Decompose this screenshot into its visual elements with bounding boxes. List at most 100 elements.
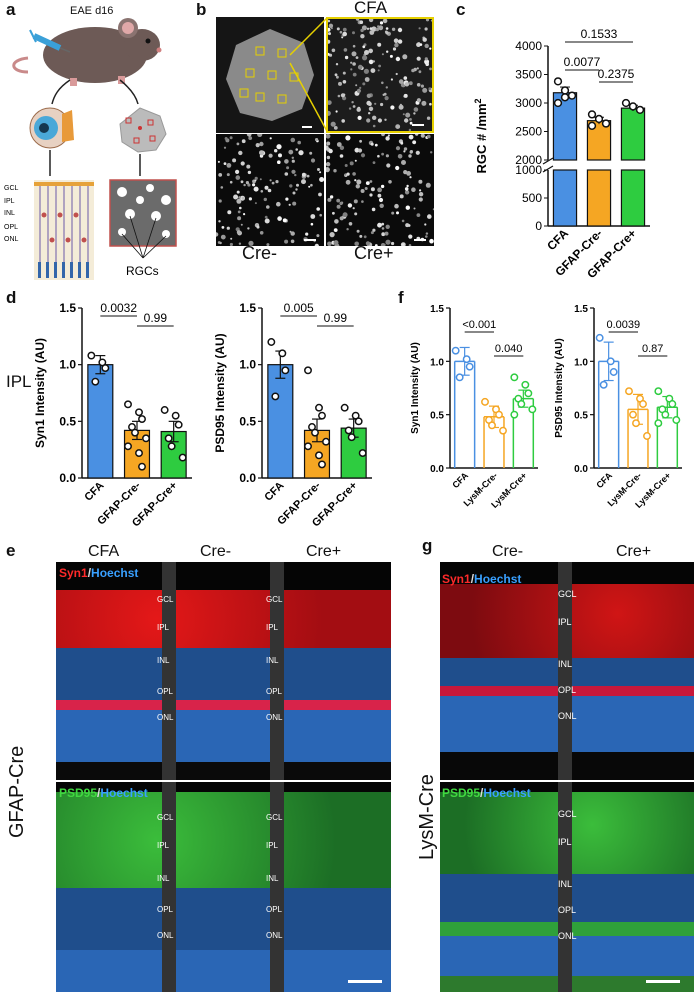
cell-speck (385, 136, 390, 141)
data-point (304, 442, 312, 451)
e-col-cre-minus: Cre- (200, 543, 232, 560)
cell-speck (395, 165, 400, 171)
cell-speck (308, 185, 311, 188)
panel-label-d: d (6, 288, 17, 307)
bar (267, 364, 294, 479)
cell-speck (236, 198, 242, 204)
cell-speck (411, 68, 415, 73)
data-point (567, 91, 577, 100)
cell-speck (425, 182, 431, 188)
cell-speck (377, 222, 382, 228)
cell-speck (406, 184, 409, 188)
cell-speck (257, 134, 263, 137)
cell-speck (294, 173, 297, 177)
cell-speck (359, 139, 362, 143)
p-value-label: 0.2375 (598, 67, 635, 81)
data-point (174, 420, 183, 429)
p-value-label: 0.0039 (607, 319, 641, 331)
data-point (661, 410, 670, 419)
cell-speck (246, 164, 251, 169)
cell-speck (356, 229, 360, 233)
y-tick-label: 2500 (515, 125, 542, 139)
cell-speck (399, 103, 402, 106)
cell-speck (377, 25, 380, 28)
cell-speck (391, 241, 395, 246)
cell-speck (292, 201, 297, 206)
cell-speck (342, 71, 346, 75)
cell-speck (425, 19, 430, 22)
cell-speck (232, 158, 237, 163)
cell-speck (403, 95, 406, 98)
cell-speck (369, 27, 373, 30)
cell-speck (241, 139, 246, 144)
data-point (632, 419, 640, 428)
cell-speck (221, 226, 225, 229)
y-tick-label: 1.0 (239, 358, 256, 372)
layer-label-opl: OPL (4, 224, 18, 231)
cell-speck (396, 211, 399, 215)
cell-speck (338, 81, 342, 86)
cell-speck (333, 126, 338, 130)
retina-flatmount-illustration (119, 107, 167, 153)
y-tick-label: 0.5 (574, 411, 588, 422)
cell-speck (385, 86, 388, 89)
panel-label-b: b (196, 0, 207, 19)
cell-speck (290, 239, 295, 244)
data-point (142, 434, 150, 443)
cell-speck (391, 27, 396, 31)
cell-speck (372, 228, 376, 232)
cell-speck (374, 143, 378, 147)
cell-speck (403, 147, 408, 151)
panel-label-g: g (422, 536, 433, 555)
data-point (599, 380, 608, 389)
cell-speck (237, 216, 242, 221)
cell-speck (327, 197, 332, 202)
cell-speck (333, 228, 338, 232)
cell-speck (264, 185, 269, 190)
cell-speck (397, 154, 403, 159)
cell-speck (368, 59, 374, 65)
cell-speck (352, 31, 355, 35)
data-point (639, 400, 647, 408)
cell-speck (381, 81, 384, 85)
cell-speck (400, 141, 404, 145)
cell-speck (416, 213, 421, 217)
cell-speck (370, 68, 376, 73)
cell-speck (408, 134, 414, 140)
cell-speck (333, 169, 337, 173)
cell-speck (403, 150, 406, 153)
cell-speck (220, 234, 226, 240)
cell-speck (382, 93, 385, 97)
cell-speck (288, 149, 294, 155)
cell-speck (346, 228, 349, 231)
cell-speck (382, 19, 388, 24)
cell-speck (297, 140, 301, 145)
cell-speck (326, 134, 331, 139)
cell-speck (354, 212, 358, 216)
data-point (171, 411, 180, 420)
data-point (621, 98, 631, 108)
cell-speck (226, 163, 232, 168)
micrograph-cfa (326, 17, 434, 133)
zoom-lines (289, 17, 328, 133)
data-point (595, 333, 604, 342)
cell-speck (246, 134, 252, 137)
cell-speck (328, 100, 332, 105)
cell-speck (409, 121, 413, 125)
panel-label-f: f (398, 288, 404, 307)
p-value-label: 0.99 (324, 311, 348, 325)
data-point (455, 373, 464, 382)
cell-speck (357, 64, 363, 70)
cell-speck (298, 150, 304, 156)
cell-speck (343, 48, 348, 52)
e-side-label: GFAP-Cre (6, 745, 28, 838)
cell-speck (284, 239, 289, 244)
chart-c-rgc: 2000 2500 3000 3500 4000 0 500 1000 RGC # /mm2 CF… (473, 27, 650, 281)
cell-speck (419, 43, 423, 46)
cell-speck (369, 193, 373, 197)
cell-speck (340, 93, 345, 98)
g-side-label: LysM-Cre (416, 774, 438, 860)
cell-speck (355, 19, 360, 21)
y-tick-label: 1.5 (239, 301, 256, 315)
